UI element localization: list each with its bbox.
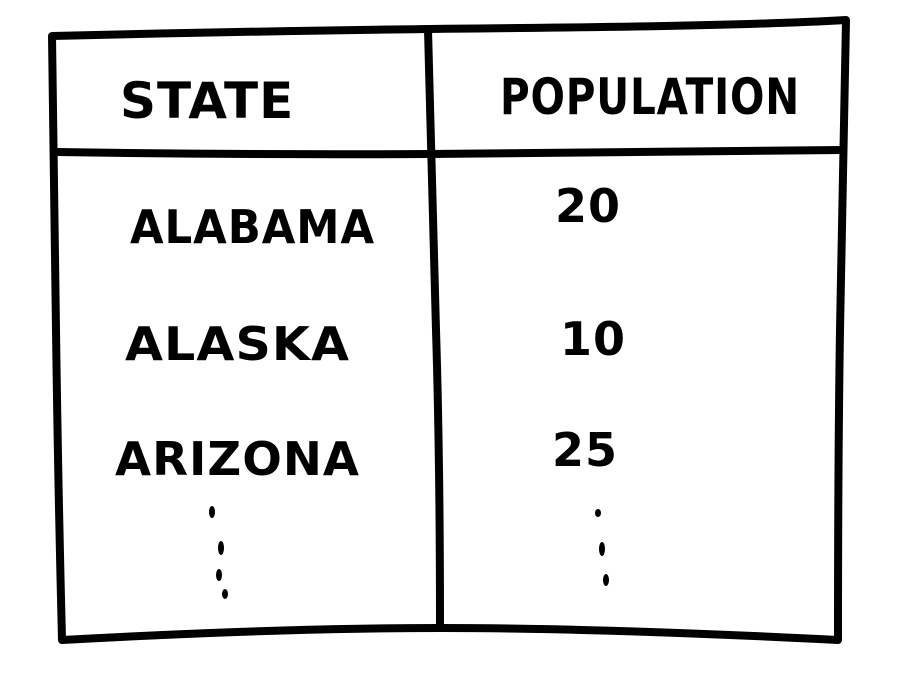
- table-row-3-population: 25: [552, 423, 618, 477]
- column-divider: [424, 26, 444, 632]
- table-row-3-state: ARIZONA: [115, 432, 360, 486]
- table-border: [48, 16, 850, 644]
- continuation-dots-state: [209, 506, 228, 599]
- column-header-population: POPULATION: [500, 68, 800, 126]
- header-divider: [52, 146, 846, 159]
- table-row-2-population: 10: [560, 312, 626, 366]
- continuation-dots-population: [595, 509, 609, 586]
- table-row-1-state: ALABAMA: [130, 200, 375, 254]
- table-row-2-state: ALASKA: [125, 317, 350, 371]
- column-header-state: STATE: [120, 72, 294, 130]
- table-row-1-population: 20: [555, 179, 621, 233]
